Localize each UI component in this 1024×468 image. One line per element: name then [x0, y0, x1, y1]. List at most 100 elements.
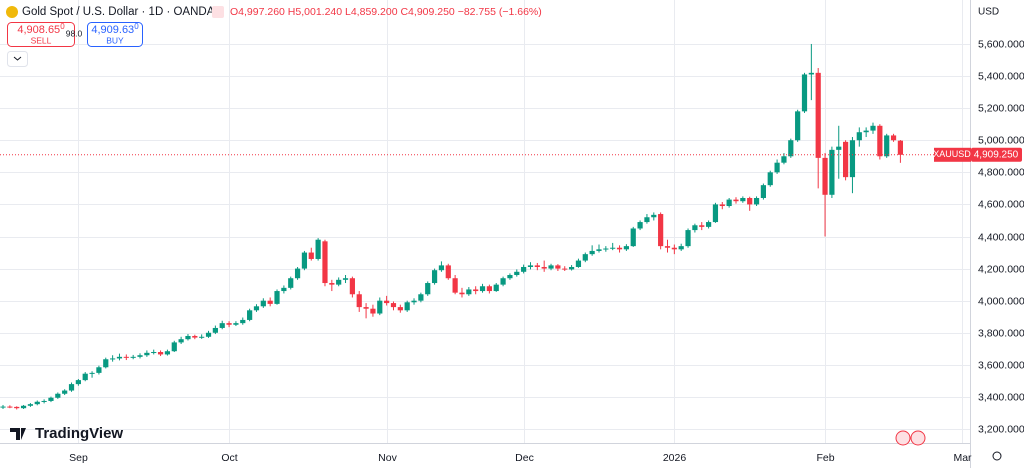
candle-body: [856, 132, 862, 141]
candle-body: [27, 404, 34, 406]
candle-body: [788, 140, 794, 157]
candle-body: [96, 367, 102, 373]
candle-body: [390, 303, 397, 308]
candle-body: [486, 286, 492, 292]
collapse-button[interactable]: [7, 51, 28, 67]
candle-body: [829, 149, 835, 195]
spread: 98.0: [66, 28, 83, 38]
symbol-icon[interactable]: [6, 6, 18, 18]
candle-body: [527, 265, 534, 267]
sell-price[interactable]: 4,908.650: [17, 22, 65, 36]
buy-price-digit[interactable]: 0: [134, 22, 139, 31]
brand-logo[interactable]: [10, 428, 26, 440]
candle-body: [247, 310, 253, 320]
candle-body: [897, 140, 904, 155]
candle-body: [137, 355, 143, 357]
ohlc-header: O4,997.260 H5,001.240 L4,859.200 C4,909.…: [230, 6, 542, 18]
sell-label[interactable]: SELL: [31, 35, 52, 45]
candle-body: [55, 393, 61, 398]
candle-body: [75, 380, 81, 385]
price-tag-label: 4,909.250: [974, 149, 1019, 160]
candle-body: [425, 283, 431, 295]
candle-body: [342, 278, 349, 280]
candle-body: [575, 260, 582, 267]
candle-body: [322, 241, 328, 284]
candle-body: [582, 254, 588, 261]
candle-body: [842, 141, 849, 178]
candle-body: [253, 306, 260, 311]
candle-body: [459, 292, 465, 295]
axes: 3,200.000 3,400.000 3,600.000 3,800.000 4,00…: [69, 38, 1024, 464]
y-tick-label: 4,400.000: [978, 231, 1024, 243]
price-tag-symbol-box: [934, 147, 971, 162]
collapse-arrow[interactable]: [13, 56, 22, 61]
candle-body: [157, 352, 164, 355]
candle-body: [760, 185, 766, 198]
y-tick-label: 3,400.000: [978, 391, 1024, 403]
candle-body: [14, 406, 20, 409]
candle-body: [651, 214, 657, 218]
settings-button[interactable]: [992, 451, 1002, 461]
sell-price-digit[interactable]: 0: [60, 22, 65, 31]
grid: [0, 0, 970, 443]
candle-body: [623, 246, 629, 250]
y-tick-label: 4,200.000: [978, 263, 1024, 275]
candle-body: [377, 300, 383, 314]
candle-body: [404, 302, 410, 311]
x-tick-label: Feb: [816, 452, 834, 464]
candle-body: [116, 356, 123, 359]
currency-label[interactable]: USD: [978, 7, 999, 18]
candle-body: [890, 135, 897, 141]
chart-title[interactable]: Gold Spot / U.S. Dollar · 1D · OANDA: [22, 6, 215, 18]
candle-body: [589, 250, 595, 255]
event-icon[interactable]: [895, 430, 911, 446]
candle-body: [192, 335, 198, 338]
candle-body: [301, 252, 308, 269]
candle-body: [836, 146, 842, 150]
event-icon[interactable]: [910, 430, 926, 446]
buy-price-main[interactable]: 4,909.63: [91, 24, 134, 36]
candle-body: [616, 247, 623, 250]
candle-body: [644, 217, 650, 223]
candle-body: [349, 278, 355, 295]
candle-body: [678, 246, 684, 250]
candle-body: [808, 72, 814, 75]
status-icon[interactable]: [212, 6, 224, 18]
y-tick-label: 5,400.000: [978, 70, 1024, 82]
x-tick-label: 2026: [663, 452, 687, 464]
y-tick-label: 4,000.000: [978, 295, 1024, 307]
candle-body: [664, 246, 671, 248]
candle-body: [767, 172, 773, 186]
candle-body: [144, 352, 150, 356]
candle-body: [555, 265, 561, 269]
sell-button[interactable]: [7, 22, 75, 47]
candle-body: [34, 401, 40, 405]
candle-body: [870, 125, 876, 131]
candle-body: [658, 214, 664, 247]
candle-body: [863, 130, 869, 133]
candles: [0, 43, 970, 410]
candle-body: [712, 204, 719, 223]
candle-body: [719, 204, 725, 207]
x-tick-label: Mar: [953, 452, 972, 464]
candle-body: [705, 222, 712, 227]
buy-button[interactable]: [87, 22, 143, 47]
sell-price-main[interactable]: 4,908.65: [17, 24, 60, 36]
candle-body: [329, 283, 335, 285]
candle-body: [240, 319, 246, 324]
buy-price[interactable]: 4,909.630: [91, 22, 139, 36]
candle-body: [130, 356, 136, 358]
candle-body: [62, 390, 68, 394]
candle-body: [363, 307, 369, 309]
brand-name[interactable]: TradingView: [35, 425, 123, 442]
candle-body: [274, 291, 280, 304]
candle-body: [740, 197, 746, 202]
candle-body: [281, 287, 287, 292]
candle-body: [294, 268, 301, 279]
candle-body: [199, 336, 205, 338]
candle-body: [418, 294, 424, 301]
candle-body: [103, 359, 109, 368]
buy-label[interactable]: BUY: [106, 35, 124, 45]
